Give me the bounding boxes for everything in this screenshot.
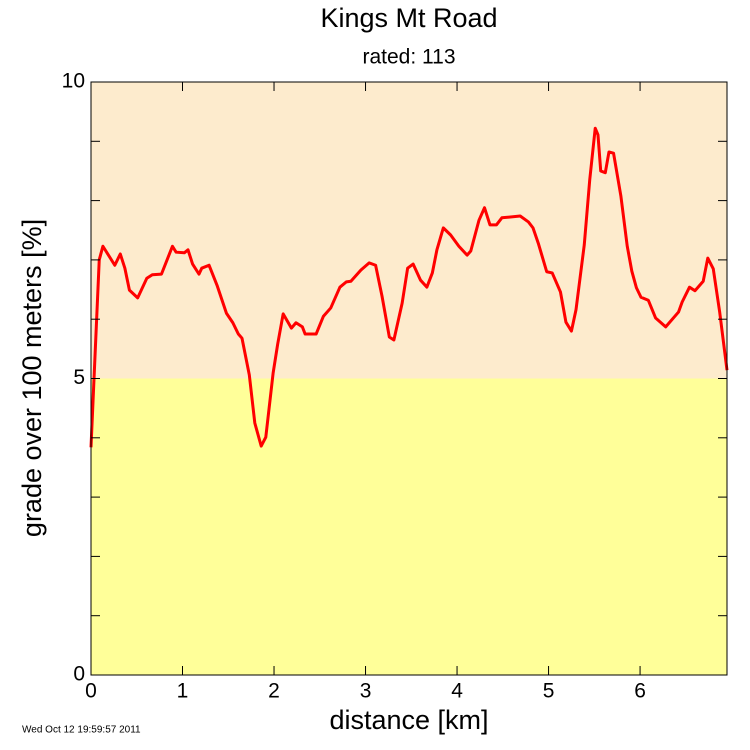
- chart-title: Kings Mt Road: [320, 3, 497, 33]
- plot-area: [89, 126, 729, 448]
- y-axis-label: grade over 100 meters [%]: [17, 219, 47, 537]
- axes: 0 5 10 0 1 2 3 4 5 6: [62, 70, 727, 703]
- y-tick-label: 10: [62, 70, 85, 93]
- y-tick-label: 0: [73, 663, 85, 686]
- background-bands: [91, 82, 727, 675]
- background-band: [91, 378, 727, 675]
- x-tick-label: 2: [268, 680, 280, 703]
- x-tick-label: 6: [634, 680, 646, 703]
- x-axis-label: distance [km]: [329, 705, 488, 735]
- data-line: [89, 126, 729, 448]
- background-band: [91, 82, 727, 379]
- timestamp: Wed Oct 12 19:59:57 2011: [22, 725, 141, 736]
- chart-subtitle: rated: 113: [362, 46, 455, 69]
- x-tick-label: 1: [177, 680, 189, 703]
- x-tick-label: 4: [451, 680, 463, 703]
- x-tick-label: 0: [85, 680, 97, 703]
- y-tick-label: 5: [73, 366, 85, 389]
- x-tick-label: 5: [543, 680, 555, 703]
- x-tick-label: 3: [360, 680, 372, 703]
